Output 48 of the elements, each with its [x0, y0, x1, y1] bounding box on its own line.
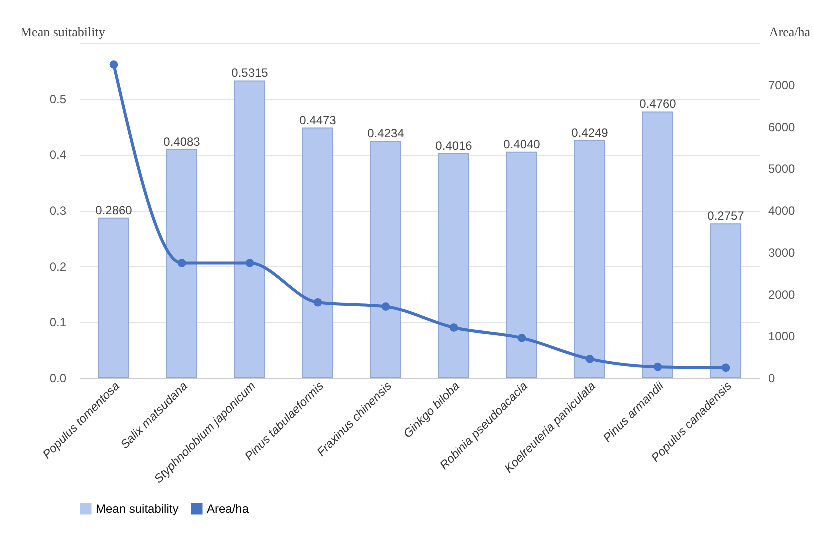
point	[450, 324, 458, 332]
bar	[438, 153, 470, 378]
point	[518, 334, 526, 342]
bar	[234, 80, 266, 378]
point	[722, 364, 730, 372]
legend-label: Area/ha	[207, 502, 250, 516]
y2-axis-title: Area/ha	[769, 24, 811, 40]
data-label: 0.4234	[368, 126, 405, 141]
data-label: 0.5315	[232, 66, 269, 80]
y-tick-label: 0.0	[50, 372, 67, 386]
data-label: 0.2860	[96, 203, 133, 218]
bar	[642, 112, 674, 378]
bar	[506, 152, 538, 378]
bar	[574, 140, 606, 378]
y-tick-label: 0.2	[50, 260, 67, 274]
point	[246, 259, 254, 268]
data-label: 0.4249	[572, 126, 609, 140]
bar	[370, 141, 402, 378]
y2-tick-label: 7000	[768, 78, 796, 92]
y-tick-label: 0.5	[50, 92, 67, 106]
y2-tick-label: 3000	[768, 246, 796, 260]
data-label: 0.4040	[504, 137, 541, 152]
y-tick-label: 0.4	[50, 148, 67, 162]
y2-tick-label: 4000	[768, 204, 796, 218]
data-label: 0.4473	[300, 113, 337, 128]
point	[178, 259, 186, 268]
point	[314, 298, 322, 307]
data-label: 0.2757	[708, 209, 745, 224]
point	[654, 362, 662, 372]
y2-tick-label: 0	[768, 372, 776, 386]
bar	[98, 218, 130, 378]
bar	[710, 224, 742, 378]
data-label: 0.4760	[640, 97, 677, 112]
y-tick-label: 0.1	[50, 316, 67, 330]
bar	[166, 150, 198, 378]
y-axis-title: Mean suitability	[20, 24, 106, 40]
data-label: 0.4016	[436, 138, 473, 153]
bar	[302, 128, 334, 378]
legend-label: Mean suitability	[96, 502, 179, 516]
y2-tick-label: 6000	[768, 120, 796, 134]
y2-tick-label: 5000	[768, 162, 796, 176]
y2-tick-label: 2000	[768, 288, 796, 302]
y2-tick-label: 1000	[768, 330, 796, 344]
point	[382, 302, 390, 311]
point	[586, 354, 594, 364]
y-tick-label: 0.3	[50, 204, 67, 218]
point	[110, 60, 118, 69]
data-label: 0.4083	[164, 135, 201, 150]
